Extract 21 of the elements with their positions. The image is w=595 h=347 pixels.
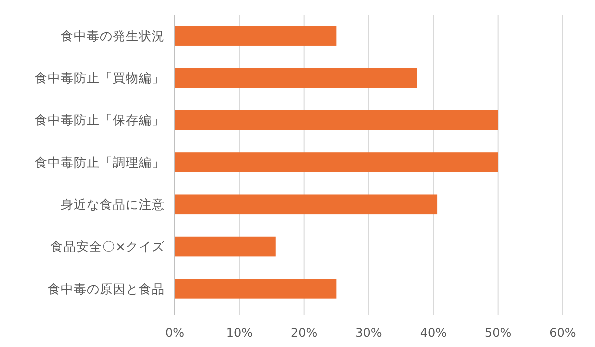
x-tick-label: 30% [356, 326, 382, 340]
y-tick-label: 食中毒防止「買物編」 [35, 70, 165, 86]
y-tick-label: 食品安全〇×クイズ [50, 239, 166, 254]
x-tick-label: 60% [550, 326, 576, 340]
y-tick-label: 身近な食品に注意 [61, 197, 165, 212]
x-tick-label: 40% [420, 326, 448, 340]
bar [175, 236, 276, 257]
y-tick-label: 食中毒防止「調理編」 [35, 154, 165, 170]
bar [175, 152, 498, 172]
bar [175, 279, 337, 299]
y-tick-label: 食中毒防止「保存編」 [35, 112, 165, 128]
x-tick-label: 20% [290, 326, 318, 340]
y-tick-label: 食中毒の原因と食品 [48, 281, 165, 296]
x-tick-label: 0% [165, 326, 185, 340]
bar [175, 194, 438, 215]
x-tick-label: 10% [226, 326, 254, 340]
y-tick-label: 食中毒の発生状況 [61, 28, 165, 44]
bar [175, 110, 498, 130]
bar [175, 68, 418, 88]
x-tick-label: 50% [484, 326, 512, 340]
bar [175, 26, 337, 46]
